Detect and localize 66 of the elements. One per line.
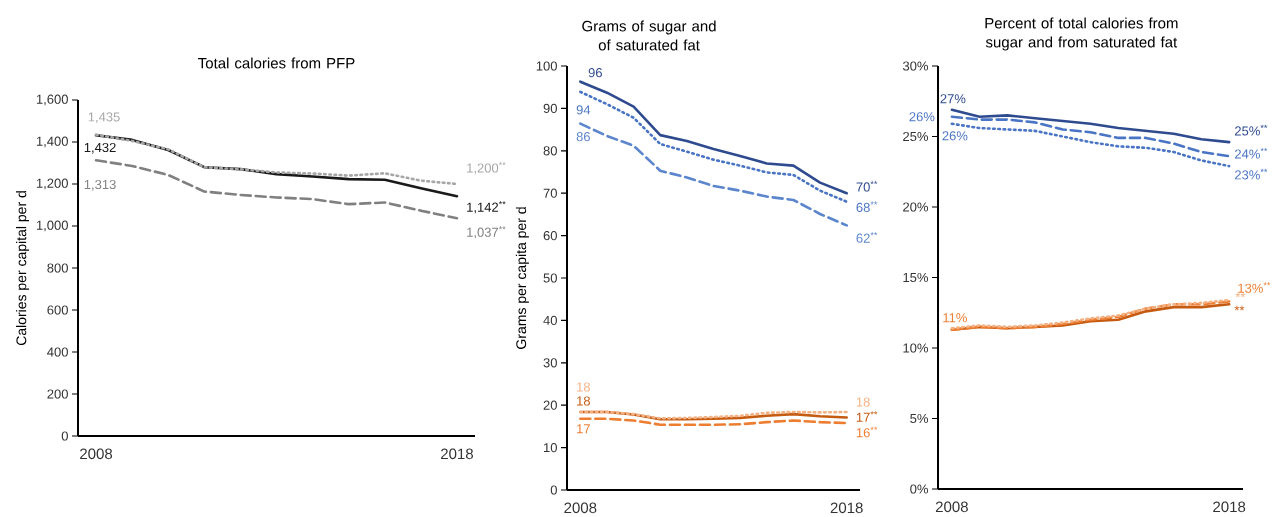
- data-label: **: [1235, 292, 1246, 298]
- y-tick-label: 1,200: [36, 178, 68, 190]
- data-label: 16$^{**}$: [856, 426, 878, 438]
- y-axis-title: Calories per capital per d: [16, 191, 30, 346]
- data-label: 18: [856, 397, 870, 407]
- y-tick-label: 15%: [903, 272, 929, 283]
- x-tick-label: 2018: [441, 448, 473, 460]
- data-label: 1,037$^{**}$: [467, 226, 506, 239]
- data-label: 11%: [943, 313, 967, 323]
- y-tick-label: 90: [543, 103, 557, 113]
- y-tick-label: 0%: [910, 484, 929, 494]
- chart-title: Total calories from PFP: [198, 57, 355, 69]
- x-tick-label: 2018: [830, 502, 863, 514]
- data-label: 25%$^{**}$: [1235, 124, 1268, 136]
- data-label: 68$^{**}$: [856, 201, 878, 213]
- x-tick-label: 2008: [564, 502, 597, 514]
- data-label: 24%$^{**}$: [1235, 147, 1268, 159]
- y-tick-label: 200: [47, 389, 68, 399]
- data-label: 1,200$^{**}$: [467, 161, 506, 175]
- chart-title: Percent of total calories from sugar and from saturated fat: [985, 17, 1178, 51]
- chart-title: Grams of sugar and of saturated fat: [582, 20, 716, 51]
- data-label: 70$^{**}$: [856, 180, 878, 192]
- y-tick-label: 25%: [903, 131, 929, 142]
- y-tick-label: 1,600: [36, 94, 68, 106]
- y-tick-label: 100: [536, 61, 557, 71]
- data-label: 94: [576, 105, 591, 115]
- data-label: 26%: [909, 112, 935, 122]
- y-tick-label: 600: [47, 305, 68, 315]
- y-tick-label: 60: [543, 230, 557, 241]
- y-tick-label: 400: [47, 347, 68, 357]
- y-tick-label: 10: [544, 442, 557, 453]
- data-label: 86: [576, 132, 590, 142]
- data-label: 27%: [940, 94, 966, 104]
- y-axis-title: Grams per capita per d: [515, 207, 529, 349]
- x-tick-label: 2018: [1213, 501, 1246, 513]
- data-label: 23%$^{**}$: [1235, 168, 1268, 180]
- y-tick-label: 30: [543, 358, 557, 368]
- y-tick-label: 800: [47, 263, 68, 273]
- y-tick-label: 0: [61, 431, 68, 441]
- y-tick-label: 0: [550, 485, 557, 495]
- y-tick-label: 10%: [903, 343, 929, 353]
- y-tick-label: 70: [543, 188, 557, 198]
- y-tick-label: 1,000: [36, 220, 68, 232]
- data-label: **: [1234, 305, 1245, 311]
- data-label: 62$^{**}$: [856, 232, 878, 243]
- data-label: 1,435: [88, 112, 120, 124]
- y-tick-label: 20%: [903, 202, 929, 212]
- y-tick-label: 80: [543, 146, 557, 156]
- y-tick-label: 20: [543, 400, 557, 410]
- data-label: 1,432: [84, 142, 116, 154]
- data-label: 17$^{**}$: [856, 411, 878, 422]
- y-tick-label: 30%: [902, 61, 929, 71]
- data-label: 18: [577, 396, 590, 406]
- data-label: 1,313: [84, 179, 116, 191]
- y-tick-label: 40: [543, 315, 557, 325]
- x-tick-label: 2008: [935, 501, 968, 513]
- data-label: 26%: [942, 131, 968, 141]
- x-tick-label: 2008: [80, 448, 113, 460]
- data-label: 96: [588, 68, 602, 78]
- y-tick-label: 1,400: [36, 136, 68, 148]
- data-label: 1,142$^{**}$: [467, 201, 506, 214]
- data-label: 18: [577, 382, 590, 392]
- y-tick-label: 50: [543, 273, 557, 283]
- data-label: 13%$^{**}$: [1238, 282, 1271, 293]
- y-tick-label: 5%: [910, 413, 929, 424]
- data-label: 17: [577, 424, 590, 434]
